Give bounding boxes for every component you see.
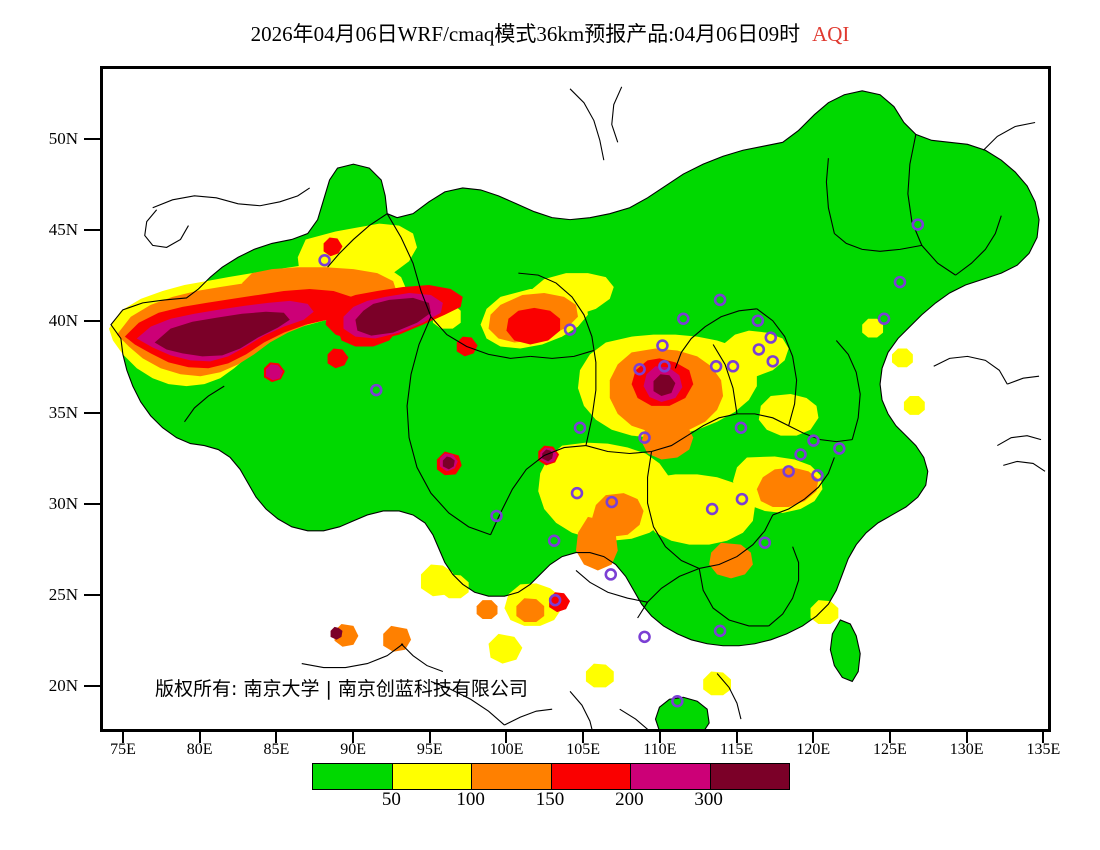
longitude-tick-label: 100E: [489, 741, 524, 758]
longitude-tick-label: 110E: [643, 741, 677, 758]
longitude-tick: [658, 732, 661, 743]
colorbar-swatch[interactable]: [631, 764, 711, 789]
colorbar-swatch[interactable]: [313, 764, 393, 789]
latitude-tick: [84, 320, 100, 323]
latitude-tick: [84, 411, 100, 414]
latitude-tick-label: 30N: [48, 493, 78, 513]
colorbar-labels: 50 100 150 200 300: [312, 789, 790, 815]
page-title: 2026年04月06日WRF/cmaq模式36km预报产品:04月06日09时 A…: [0, 18, 1100, 48]
longitude-tick-label: 105E: [566, 741, 601, 758]
longitude-tick-label: 85E: [263, 741, 290, 758]
longitude-tick: [735, 732, 738, 743]
colorbar-swatch[interactable]: [710, 764, 789, 789]
longitude-tick: [428, 732, 431, 743]
copyright-text: 版权所有: 南京大学 | 南京创蓝科技有限公司: [155, 678, 528, 700]
longitude-tick: [965, 732, 968, 743]
longitude-tick-label: 120E: [796, 741, 831, 758]
longitude-tick-label: 80E: [186, 741, 213, 758]
title-main: 2026年04月06日WRF/cmaq模式36km预报产品:04月06日09时: [250, 22, 801, 46]
longitude-tick-label: 135E: [1026, 741, 1061, 758]
longitude-tick-label: 115E: [719, 741, 754, 758]
longitude-tick: [352, 732, 355, 743]
latitude-tick-label: 35N: [48, 402, 78, 422]
latitude-tick-label: 40N: [48, 311, 78, 331]
longitude-tick-label: 95E: [416, 741, 443, 758]
colorbar-swatch[interactable]: [551, 764, 631, 789]
latitude-tick-label: 20N: [48, 676, 78, 696]
station-markers[interactable]: [318, 218, 925, 729]
aqi-band-maroon: [154, 297, 676, 640]
longitude-tick-label: 130E: [949, 741, 984, 758]
colorbar-tick-label: 150: [535, 789, 565, 810]
longitude-tick: [275, 732, 278, 743]
longitude-tick-label: 125E: [873, 741, 907, 758]
colorbar-tick-label: 50: [381, 789, 401, 810]
longitude-tick: [122, 732, 124, 743]
title-variable: AQI: [812, 22, 850, 46]
colorbar[interactable]: [312, 763, 790, 790]
colorbar-tick-label: 200: [615, 789, 644, 810]
colorbar-tick-label: 300: [694, 789, 723, 810]
longitude-tick: [582, 732, 585, 743]
longitude-tick-label: 75E: [110, 741, 136, 758]
latitude-tick-label: 45N: [48, 220, 78, 240]
colorbar-tick-label: 100: [456, 789, 485, 810]
colorbar-swatch[interactable]: [472, 764, 552, 789]
latitude-tick: [84, 229, 100, 232]
latitude-tick: [84, 594, 100, 597]
longitude-tick-label: 90E: [340, 741, 366, 758]
longitude-tick: [505, 732, 508, 743]
map-plot-area[interactable]: [100, 66, 1051, 732]
longitude-tick: [1042, 732, 1045, 743]
latitude-tick: [84, 137, 100, 140]
colorbar-swatch[interactable]: [392, 764, 472, 789]
map-boundaries: [110, 86, 1046, 729]
longitude-tick: [198, 732, 201, 743]
latitude-tick: [84, 502, 100, 505]
latitude-tick-label: 25N: [48, 585, 78, 605]
longitude-tick: [888, 732, 891, 743]
latitude-tick-label: 50N: [48, 128, 78, 148]
aqi-contour-map: [108, 86, 1046, 729]
aqi-band-green: [110, 90, 1040, 729]
latitude-tick: [84, 685, 100, 688]
longitude-tick: [812, 732, 815, 743]
